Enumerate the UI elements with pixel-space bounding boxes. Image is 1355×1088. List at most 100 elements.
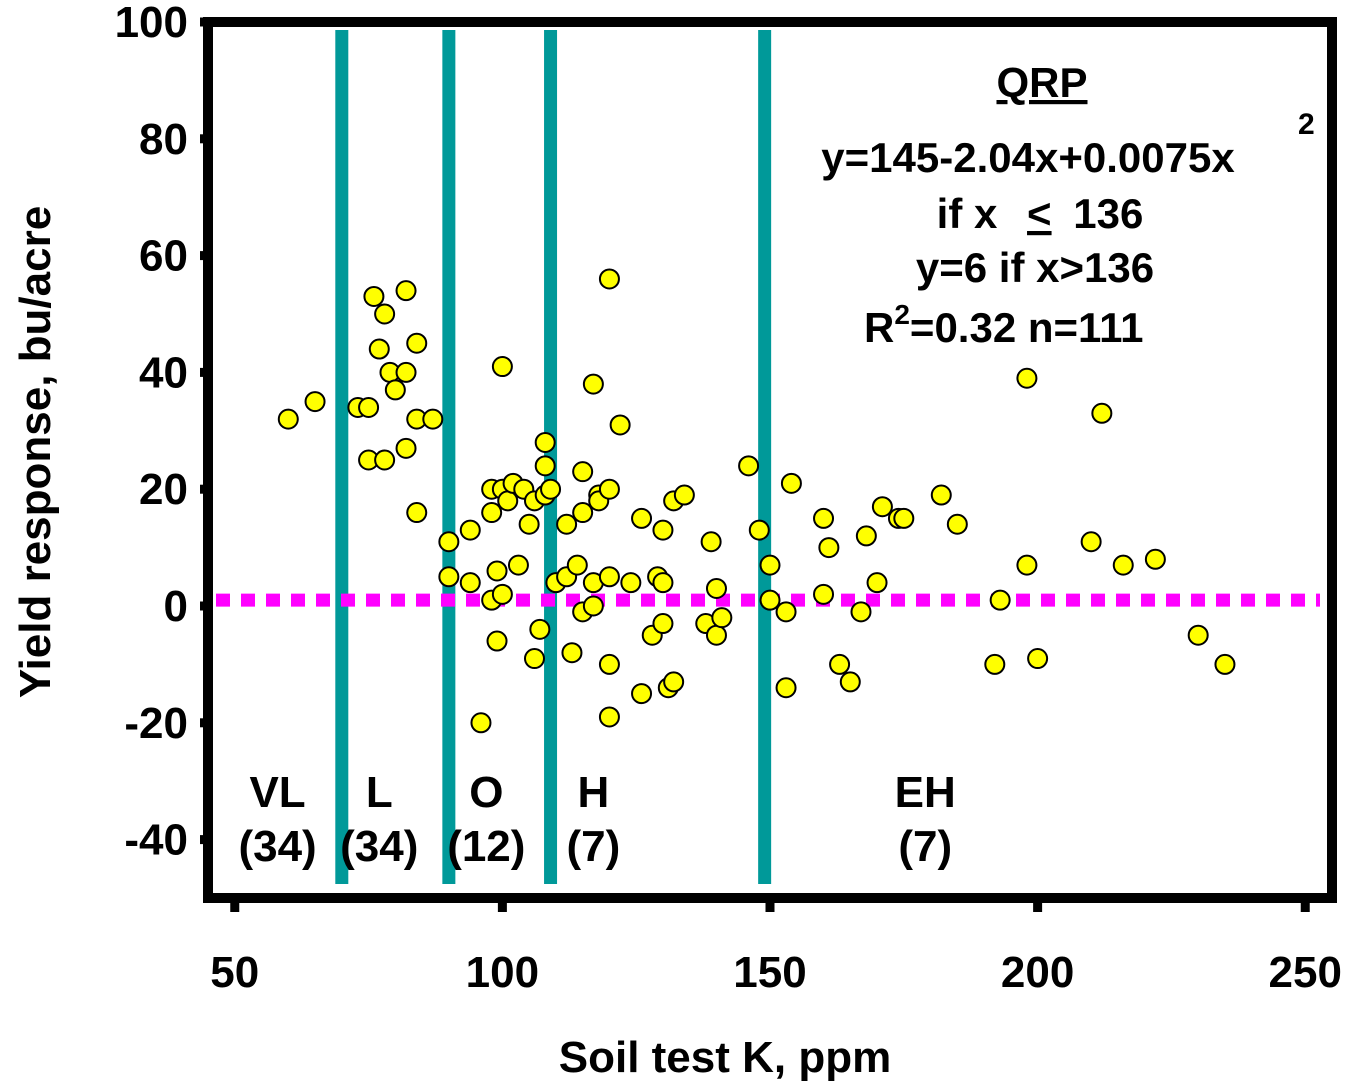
data-point	[663, 671, 685, 693]
data-point	[1091, 402, 1113, 424]
data-point	[1214, 653, 1236, 675]
data-point	[358, 396, 380, 418]
data-point	[523, 648, 545, 670]
data-point	[652, 519, 674, 541]
data-point	[866, 572, 888, 594]
data-point	[818, 537, 840, 559]
data-point	[582, 595, 604, 617]
data-point	[930, 484, 952, 506]
data-point	[598, 706, 620, 728]
data-point	[438, 531, 460, 553]
data-point	[598, 478, 620, 500]
data-point	[652, 613, 674, 635]
data-point	[871, 496, 893, 518]
data-point	[1080, 531, 1102, 553]
x-tick-label: 50	[210, 948, 259, 997]
data-point	[1112, 554, 1134, 576]
x-tick-label: 250	[1269, 948, 1342, 997]
data-point	[775, 677, 797, 699]
y-tick-label: 0	[164, 582, 188, 631]
data-point	[711, 607, 733, 629]
data-point	[893, 507, 915, 529]
x-tick-label: 200	[1001, 948, 1074, 997]
data-point	[540, 478, 562, 500]
data-point	[759, 554, 781, 576]
data-point	[459, 572, 481, 594]
data-point	[700, 531, 722, 553]
data-point	[631, 683, 653, 705]
category-count: (7)	[566, 822, 620, 871]
data-point	[1187, 624, 1209, 646]
data-point	[1016, 367, 1038, 389]
data-point	[304, 391, 326, 413]
data-point	[518, 513, 540, 535]
y-tick-label: 100	[115, 0, 188, 47]
annotation-title: QRP	[996, 59, 1087, 106]
data-point	[829, 653, 851, 675]
data-point	[572, 502, 594, 524]
data-point	[363, 285, 385, 307]
data-point	[470, 712, 492, 734]
data-point	[598, 268, 620, 290]
data-point	[582, 373, 604, 395]
data-point	[374, 449, 396, 471]
data-point	[759, 589, 781, 611]
x-tick-label: 150	[733, 948, 806, 997]
data-point	[673, 484, 695, 506]
data-point	[598, 653, 620, 675]
data-point	[507, 554, 529, 576]
annotation-equation-exponent: 2	[1298, 108, 1315, 141]
x-tick-label: 100	[466, 948, 539, 997]
category-count: (34)	[238, 822, 316, 871]
data-point	[556, 513, 578, 535]
data-point	[1144, 548, 1166, 570]
category-count: (12)	[447, 822, 525, 871]
data-point	[813, 583, 835, 605]
data-point	[395, 280, 417, 302]
data-point	[561, 642, 583, 664]
data-point	[497, 490, 519, 512]
data-point	[368, 338, 390, 360]
data-point	[748, 519, 770, 541]
data-point	[374, 303, 396, 325]
category-label: O	[469, 768, 503, 817]
data-point	[422, 408, 444, 430]
category-label: H	[577, 768, 609, 817]
data-point	[652, 572, 674, 594]
data-point	[566, 554, 588, 576]
data-point	[486, 560, 508, 582]
data-point	[384, 379, 406, 401]
category-label: EH	[895, 768, 956, 817]
category-label: L	[366, 768, 393, 817]
data-point	[277, 408, 299, 430]
data-point	[529, 618, 551, 640]
data-point	[705, 624, 727, 646]
annotation-equation: y=145-2.04x+0.0075x	[821, 134, 1235, 181]
data-point	[481, 502, 503, 524]
data-point	[598, 566, 620, 588]
y-tick-label: -20	[124, 699, 188, 748]
data-point	[813, 507, 835, 529]
y-axis-label: Yield response, bu/acre	[11, 206, 60, 698]
y-tick-label: 80	[139, 115, 188, 164]
data-points	[277, 268, 1236, 734]
data-point	[438, 566, 460, 588]
data-point	[406, 502, 428, 524]
x-axis-label: Soil test K, ppm	[559, 1033, 891, 1082]
annotation-stats: R2=0.32 n=111	[864, 299, 1144, 351]
data-point	[572, 461, 594, 483]
data-point	[1016, 554, 1038, 576]
data-point	[850, 601, 872, 623]
data-point	[395, 437, 417, 459]
data-point	[839, 671, 861, 693]
data-point	[609, 414, 631, 436]
y-tick-label: 20	[139, 465, 188, 514]
data-point	[491, 583, 513, 605]
y-tick-label: 60	[139, 232, 188, 281]
data-point	[989, 589, 1011, 611]
y-tick-label: 40	[139, 348, 188, 397]
data-point	[946, 513, 968, 535]
data-point	[738, 455, 760, 477]
